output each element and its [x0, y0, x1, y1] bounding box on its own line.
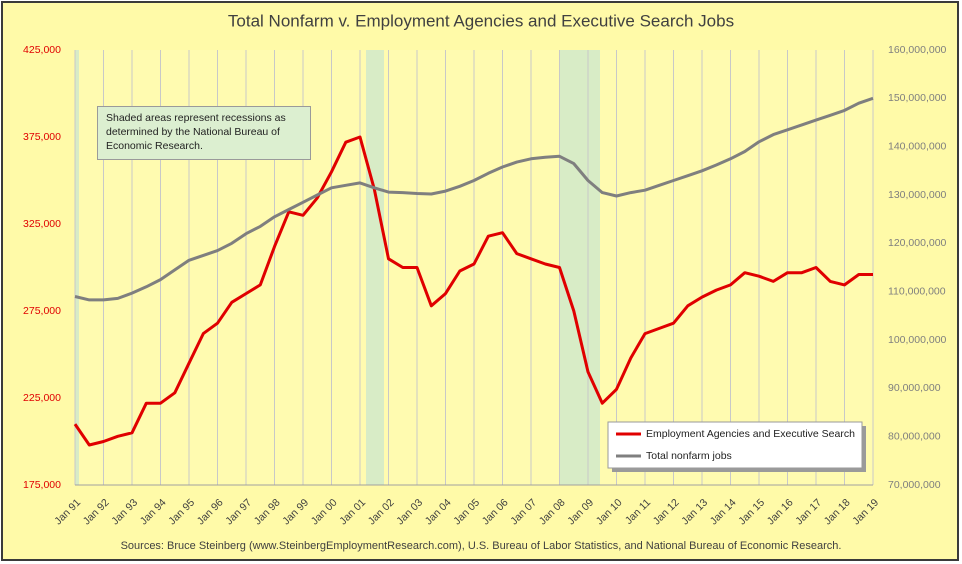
chart-title: Total Nonfarm v. Employment Agencies and…: [228, 11, 734, 30]
legend-box: [607, 421, 863, 469]
y2-tick-label: 140,000,000: [888, 140, 947, 152]
y2-tick-label: 90,000,000: [888, 382, 941, 394]
recession-band: [366, 50, 384, 485]
y2-tick-label: 150,000,000: [888, 92, 947, 104]
y-tick-label: 275,000: [23, 305, 61, 317]
y2-tick-label: 80,000,000: [888, 430, 941, 442]
legend-label: Total nonfarm jobs: [646, 450, 732, 462]
source: Sources: Bruce Steinberg (www.SteinbergE…: [121, 540, 842, 552]
legend-label: Employment Agencies and Executive Search: [646, 428, 855, 440]
y-tick-label: 175,000: [23, 479, 61, 491]
series-line: [74, 96, 874, 302]
y-tick-label: 425,000: [23, 44, 61, 56]
recession-band: [75, 50, 79, 485]
recession-band: [559, 50, 600, 485]
y-tick-label: 225,000: [23, 392, 61, 404]
legend: Employment Agencies and Executive Search…: [607, 421, 866, 472]
y2-tick-label: 160,000,000: [888, 44, 947, 56]
y2-tick-label: 120,000,000: [888, 237, 947, 249]
y-tick-label: 325,000: [23, 218, 61, 230]
y2-tick-label: 70,000,000: [888, 479, 941, 491]
y2-tick-label: 130,000,000: [888, 189, 947, 201]
y2-tick-label: 110,000,000: [888, 285, 946, 297]
series-line: [73, 135, 873, 447]
y2-tick-label: 100,000,000: [888, 334, 947, 346]
y-tick-label: 375,000: [23, 131, 61, 143]
lines: [73, 96, 874, 447]
annotation: Shaded areas represent recessions as det…: [97, 106, 311, 160]
